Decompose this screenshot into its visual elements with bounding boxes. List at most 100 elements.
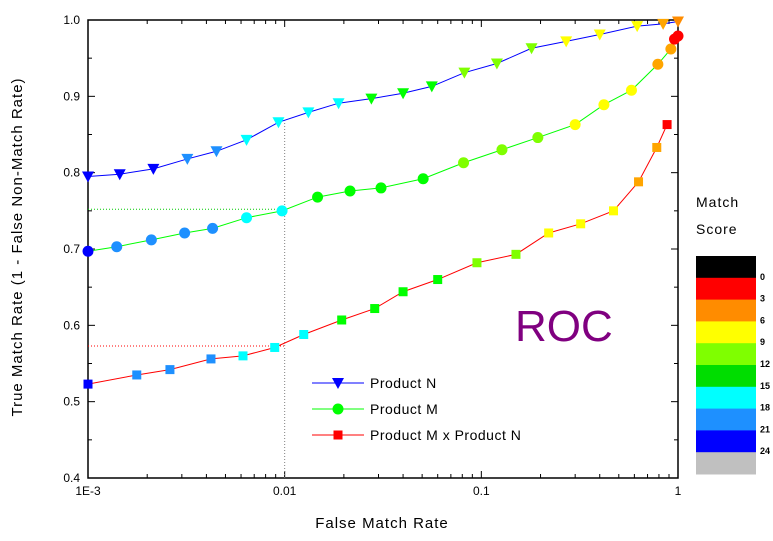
series-1 (82, 30, 684, 257)
match-score-colorbar: Match Score 0 3 6 9 12 15 18 21 24 (696, 194, 770, 475)
data-point (672, 16, 684, 28)
series-0 (82, 16, 684, 183)
data-point (652, 142, 662, 152)
data-point (111, 241, 123, 253)
legend-label: Product M (370, 401, 438, 417)
data-point (210, 146, 223, 158)
data-point (82, 171, 94, 183)
data-point (113, 169, 126, 181)
x-tick-label: 1 (675, 484, 682, 498)
colorbar-label: 6 (760, 315, 765, 325)
data-point (544, 228, 554, 238)
legend-label: Product M x Product N (370, 427, 521, 443)
data-point (344, 185, 356, 197)
roc-annotation: ROC (515, 302, 613, 351)
y-tick-label: 0.6 (63, 318, 80, 332)
colorbar-band (696, 343, 756, 366)
data-point (657, 18, 670, 30)
y-tick-label: 1.0 (63, 13, 80, 27)
data-point (370, 304, 380, 314)
x-tick-label: 0.1 (473, 484, 490, 498)
data-point (272, 117, 285, 129)
data-point (302, 107, 315, 119)
y-tick-label: 0.5 (63, 395, 80, 409)
data-point (132, 370, 142, 380)
y-tick-label: 0.9 (63, 89, 80, 103)
legend-label: Product N (370, 375, 437, 391)
data-point (576, 219, 586, 229)
data-point (634, 177, 644, 187)
data-point (179, 227, 191, 239)
plot-area: 1E-3 0.01 0.1 1 0.4 0.5 0.6 0.7 0.8 0.9 1.0 (63, 13, 684, 498)
colorbar-band (696, 430, 756, 453)
colorbar-label: 12 (760, 359, 770, 369)
data-point (593, 29, 606, 41)
legend: Product N Product M Product M x Product N (312, 375, 521, 443)
data-point (147, 163, 160, 175)
data-point (525, 43, 538, 55)
y-tick-label: 0.7 (63, 242, 80, 256)
x-axis-title: False Match Rate (315, 515, 449, 532)
legend-marker (332, 378, 344, 389)
legend-marker (332, 403, 344, 415)
data-point (569, 119, 581, 131)
colorbar-label: 18 (760, 403, 770, 413)
data-point (145, 234, 157, 246)
colorbar-title-line1: Match (696, 194, 739, 210)
colorbar-band (696, 386, 756, 410)
data-point (490, 58, 503, 70)
data-point (398, 287, 408, 297)
data-point (532, 132, 544, 144)
data-point (397, 88, 410, 100)
series-line (87, 35, 679, 252)
series-2 (83, 120, 672, 389)
data-point (337, 315, 347, 325)
y-tick-label: 0.4 (63, 471, 80, 485)
data-point (240, 134, 253, 146)
data-point (511, 249, 521, 259)
colorbar-band (696, 256, 756, 279)
colorbar-band (696, 452, 756, 475)
data-point (625, 84, 637, 96)
data-point (665, 43, 677, 55)
data-point (609, 206, 619, 216)
colorbar-band (696, 299, 756, 322)
data-point (672, 30, 684, 42)
data-point (82, 245, 94, 257)
data-point (206, 354, 216, 364)
data-point (165, 365, 175, 375)
data-point (332, 98, 345, 110)
colorbar-title-line2: Score (696, 221, 738, 237)
data-point (472, 258, 482, 268)
data-point (560, 36, 573, 48)
colorbar-band (696, 365, 756, 388)
data-point (425, 81, 438, 93)
data-point (458, 67, 471, 79)
data-point (365, 93, 378, 105)
data-point (662, 120, 672, 130)
legend-marker (333, 430, 343, 440)
colorbar-band (696, 321, 756, 344)
data-point (375, 182, 387, 194)
colorbar-band (696, 408, 756, 431)
x-tick-label: 0.01 (273, 484, 297, 498)
colorbar-label: 15 (760, 381, 770, 391)
series-line (87, 21, 679, 177)
data-point (207, 222, 219, 234)
y-tick-label: 0.8 (63, 166, 80, 180)
colorbar-label: 0 (760, 272, 765, 282)
colorbar-label: 9 (760, 337, 765, 347)
colorbar-label: 24 (760, 446, 770, 456)
colorbar-label: 3 (760, 294, 765, 304)
data-point (276, 205, 288, 217)
data-point (417, 173, 429, 185)
data-point (433, 275, 443, 285)
data-point (598, 99, 610, 111)
data-point (181, 153, 194, 165)
data-point (270, 342, 280, 352)
x-tick-label: 1E-3 (75, 484, 101, 498)
data-point (299, 329, 309, 339)
data-point (312, 191, 324, 203)
data-point (458, 157, 470, 169)
